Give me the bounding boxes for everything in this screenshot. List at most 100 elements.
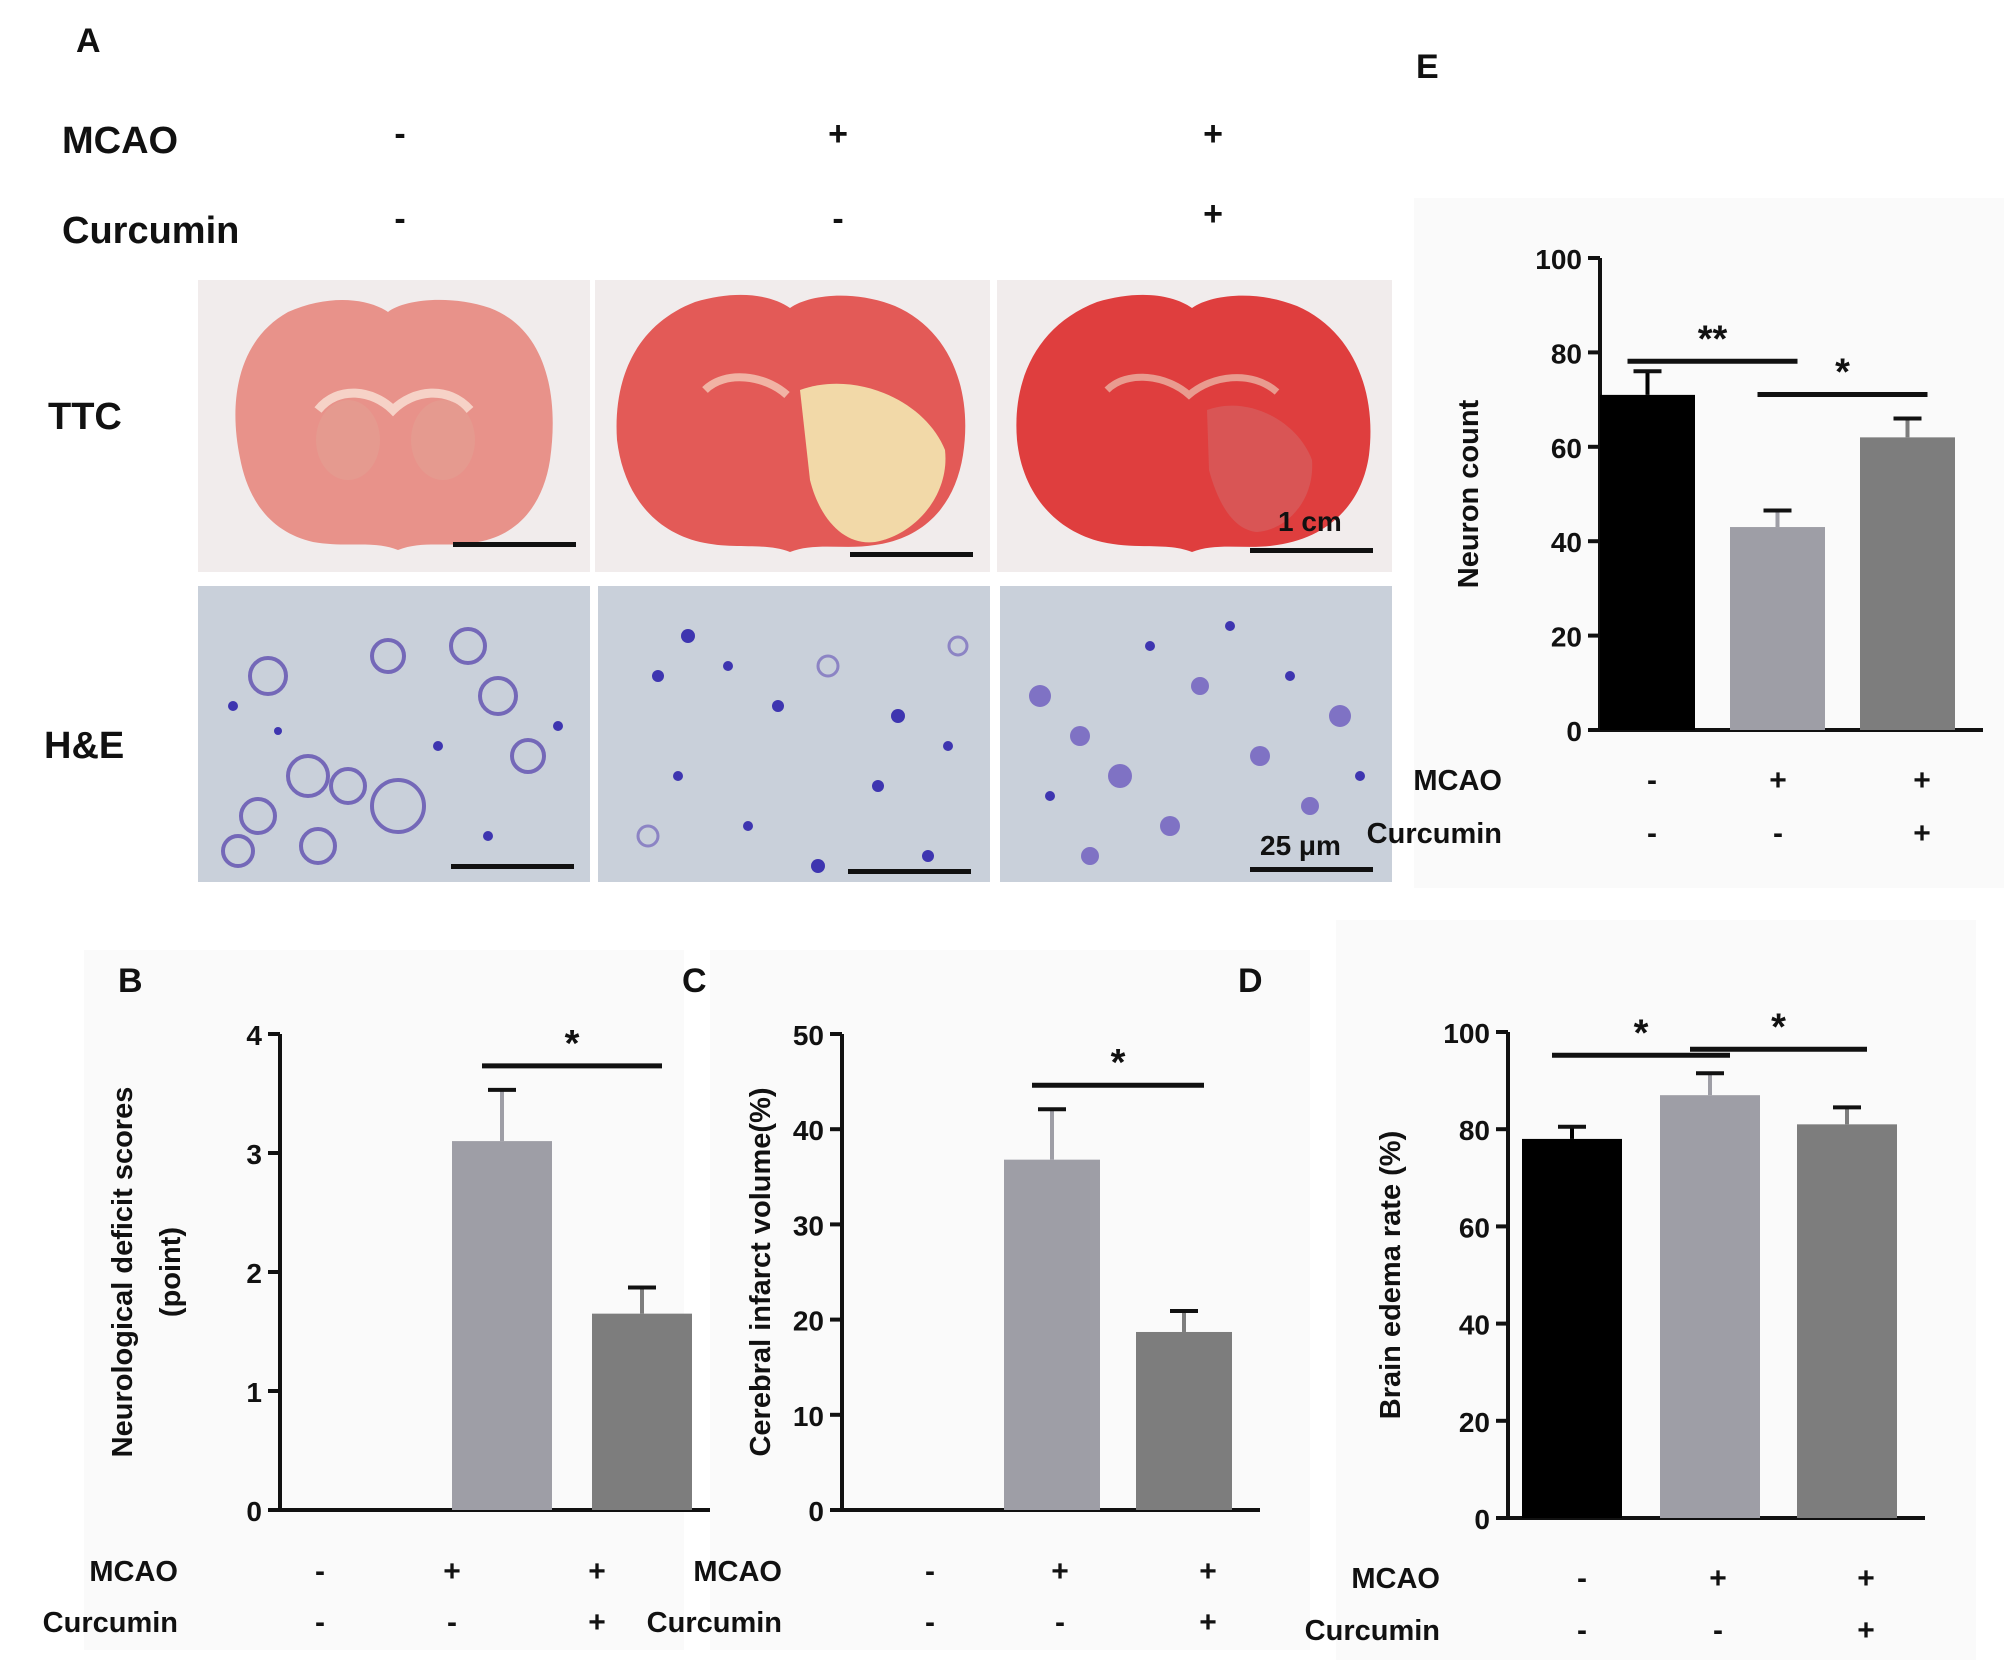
panel-b-ytick-label-4: 4 xyxy=(246,1020,262,1051)
panel-c-ylabel-line-0: Cerebral infarct volume(%) xyxy=(745,1087,777,1456)
panel-a-ttc-label: TTC xyxy=(48,396,122,438)
panel-c-group-sign-1-0: - xyxy=(925,1606,935,1639)
panel-c-ytick-label-5: 50 xyxy=(793,1020,824,1051)
panel-d-ytick-label-4: 80 xyxy=(1459,1115,1490,1146)
panel-b-bar-1 xyxy=(452,1141,552,1510)
panel-b-ylabel-line-1: (point) xyxy=(155,1227,187,1317)
panel-b-group-sign-0-1: + xyxy=(443,1555,461,1588)
panel-b-ytick-label-1: 1 xyxy=(246,1377,262,1408)
scale-bar-he-3 xyxy=(1250,867,1373,872)
panel-c-ytick-label-3: 30 xyxy=(793,1210,824,1241)
panel-e-ytick-label-1: 20 xyxy=(1551,622,1582,653)
panel-c-sig-label-0: * xyxy=(1111,1042,1126,1084)
scale-label-he: 25 μm xyxy=(1260,830,1341,861)
panel-e-ytick-label-3: 60 xyxy=(1551,433,1582,464)
panel-a-mcao-sign-1: - xyxy=(394,115,406,153)
panel-d-sig-label-0: * xyxy=(1634,1012,1649,1054)
panel-b-group-label-1: Curcumin xyxy=(43,1607,178,1639)
panel-c-group-sign-1-1: - xyxy=(1055,1606,1065,1639)
panel-d-ytick-label-3: 60 xyxy=(1459,1212,1490,1243)
panel-e-ytick-label-0: 0 xyxy=(1566,716,1582,747)
panel-d-bar-2 xyxy=(1797,1124,1897,1518)
panel-e-group-sign-0-2: + xyxy=(1913,764,1931,797)
panel-c-group-label-0: MCAO xyxy=(693,1556,782,1588)
panel-e-bar-2 xyxy=(1860,437,1955,730)
panel-d-group-sign-1-1: - xyxy=(1713,1614,1723,1647)
ttc-photo-sham xyxy=(198,280,590,572)
panel-a-mcao-sign-3: + xyxy=(1203,115,1223,153)
panel-c-group-sign-1-2: + xyxy=(1199,1606,1217,1639)
panel-a-curcumin-label: Curcumin xyxy=(62,210,240,252)
panel-b-group-sign-0-0: - xyxy=(315,1555,325,1588)
scale-bar-ttc-3 xyxy=(1250,548,1373,553)
panel-a-he-label: H&E xyxy=(44,725,125,767)
panel-c-ytick-label-4: 40 xyxy=(793,1115,824,1146)
panel-b-group-sign-1-1: - xyxy=(447,1606,457,1639)
panel-b-ytick-label-0: 0 xyxy=(246,1496,262,1527)
scale-bar-he-2 xyxy=(848,869,971,874)
panel-b-group-label-0: MCAO xyxy=(89,1556,178,1588)
panel-c-bar-1 xyxy=(1004,1159,1100,1510)
panel-c-ytick-label-2: 20 xyxy=(793,1306,824,1337)
panel-d-group-sign-0-2: + xyxy=(1857,1562,1875,1595)
panel-a-curcumin-sign-2: - xyxy=(832,200,844,238)
panel-b-ylabel-line-0: Neurological deficit scores xyxy=(107,1087,139,1458)
panel-c-ytick-label-1: 10 xyxy=(793,1401,824,1432)
panel-e-letter: E xyxy=(1416,48,1439,86)
panel-d-ytick-label-1: 20 xyxy=(1459,1407,1490,1438)
panel-b-group-sign-1-0: - xyxy=(315,1606,325,1639)
panel-e-sig-label-0: ** xyxy=(1698,318,1728,360)
panel-d-letter: D xyxy=(1238,962,1263,1000)
panel-b-sig-label-0: * xyxy=(565,1023,580,1065)
panel-e-group-sign-0-1: + xyxy=(1769,764,1787,797)
he-photo-mcao xyxy=(598,586,990,882)
panel-a-curcumin-sign-1: - xyxy=(394,200,406,238)
panel-d-ytick-label-0: 0 xyxy=(1474,1504,1490,1535)
panel-d-ylabel-line-0: Brain edema rate (%) xyxy=(1375,1131,1407,1420)
panel-e-group-sign-0-0: - xyxy=(1647,764,1657,797)
panel-b-group-sign-0-2: + xyxy=(588,1555,606,1588)
ttc-photo-curcumin xyxy=(997,280,1392,572)
panel-d-group-sign-1-0: - xyxy=(1577,1614,1587,1647)
panel-e-group-label-1: Curcumin xyxy=(1367,818,1502,850)
panel-c-group-sign-0-2: + xyxy=(1199,1555,1217,1588)
panel-c-letter: C xyxy=(682,962,707,1000)
panel-b-group-sign-1-2: + xyxy=(588,1606,606,1639)
he-photo-sham xyxy=(198,586,590,882)
panel-a-curcumin-sign-3: + xyxy=(1203,195,1223,233)
scale-bar-he-1 xyxy=(451,864,574,869)
panel-d-bar-0 xyxy=(1522,1138,1622,1518)
panel-e-bar-0 xyxy=(1600,394,1695,730)
panel-d-group-sign-0-1: + xyxy=(1709,1562,1727,1595)
brain-slice-curcumin xyxy=(1016,294,1371,552)
panel-d-bar-1 xyxy=(1660,1095,1760,1518)
panel-d-sig-label-1: * xyxy=(1771,1006,1786,1048)
panel-c-ytick-label-0: 0 xyxy=(808,1496,824,1527)
scale-bar-ttc-1 xyxy=(453,542,576,547)
panel-c-group-label-1: Curcumin xyxy=(647,1607,782,1639)
panel-d-group-sign-1-2: + xyxy=(1857,1614,1875,1647)
panel-e-sig-label-1: * xyxy=(1835,351,1850,393)
panel-d-ytick-label-5: 100 xyxy=(1443,1018,1490,1049)
panel-b-bar-2 xyxy=(592,1313,692,1510)
he-cells-mcao xyxy=(636,629,969,873)
panel-b-letter: B xyxy=(118,962,143,1000)
ttc-photo-mcao xyxy=(595,280,990,572)
brain-slice-mcao xyxy=(616,294,966,552)
panel-b-ytick-label-3: 3 xyxy=(246,1139,262,1170)
panel-d-group-label-0: MCAO xyxy=(1351,1563,1440,1595)
panel-e-ytick-label-4: 80 xyxy=(1551,338,1582,369)
panel-e-ytick-label-2: 40 xyxy=(1551,527,1582,558)
panel-c-group-sign-0-0: - xyxy=(925,1555,935,1588)
panel-c-group-sign-0-1: + xyxy=(1051,1555,1069,1588)
he-cells-sham xyxy=(221,627,563,868)
panel-e-group-label-0: MCAO xyxy=(1413,765,1502,797)
brain-slice-sham xyxy=(235,299,553,550)
panel-a-mcao-label: MCAO xyxy=(62,120,179,162)
he-photo-curcumin xyxy=(1000,586,1392,882)
panel-d-group-sign-0-0: - xyxy=(1577,1562,1587,1595)
panel-b-ytick-label-2: 2 xyxy=(246,1258,262,1289)
panel-d-group-label-1: Curcumin xyxy=(1305,1615,1440,1647)
panel-a-mcao-sign-2: + xyxy=(828,115,848,153)
